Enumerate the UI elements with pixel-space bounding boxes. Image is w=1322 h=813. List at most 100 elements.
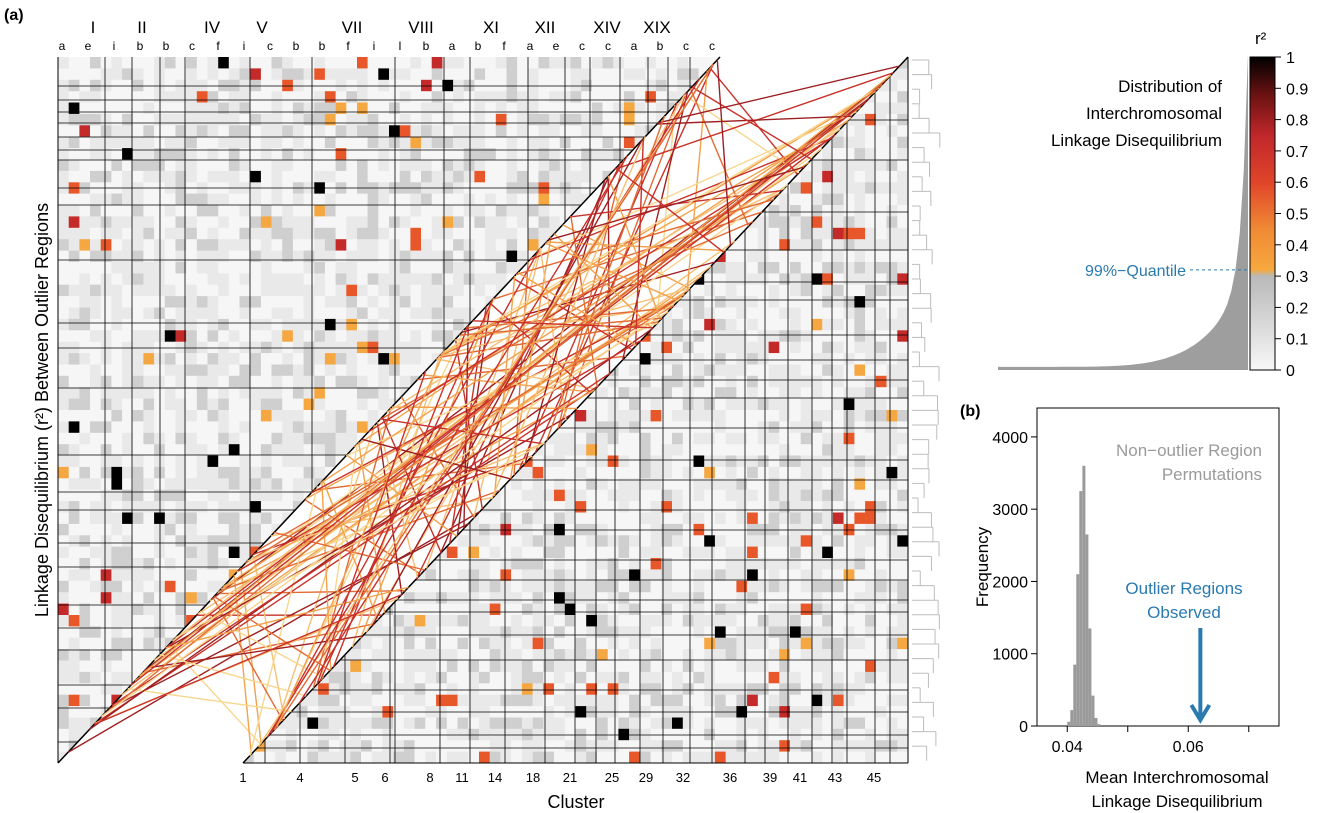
heatmap-cell [164, 387, 176, 399]
heatmap-cell [196, 398, 208, 411]
heatmap-cell [196, 57, 208, 69]
heatmap-cell [389, 227, 400, 240]
heatmap-cell [399, 68, 411, 81]
heatmap-cell [790, 125, 801, 137]
heatmap-cell [100, 489, 112, 502]
heatmap-cell [164, 102, 176, 115]
heatmap-cell [90, 227, 101, 240]
heatmap-cell [517, 250, 529, 263]
heatmap-cell [164, 148, 176, 160]
heatmap-cell [175, 523, 187, 536]
heatmap-cell [79, 466, 91, 479]
heatmap-cell [196, 728, 208, 741]
heatmap-cell [346, 273, 358, 286]
heatmap-cell [143, 466, 155, 479]
heatmap-cell [164, 421, 176, 434]
heatmap-cell [122, 216, 134, 229]
heatmap-cell [421, 273, 432, 286]
heatmap-cell [485, 193, 497, 206]
heatmap-cell [431, 307, 443, 320]
heatmap-cell [570, 91, 582, 103]
heatmap-cell [292, 318, 304, 331]
heatmap-cell [421, 57, 432, 69]
heatmap-cell [389, 296, 400, 308]
heatmap-cell [58, 364, 69, 377]
heatmap-cell [506, 159, 518, 172]
heatmap-cell [175, 239, 187, 251]
heatmap-cell [143, 216, 155, 229]
heatmap-cell [485, 136, 497, 149]
heatmap-cell [250, 227, 262, 240]
heatmap-cell [303, 239, 315, 251]
heatmap-cell [897, 102, 908, 115]
heatmap-cell [897, 239, 908, 251]
heatmap-cell [132, 478, 144, 490]
heatmap-cell [143, 558, 155, 570]
heatmap-cell [346, 159, 358, 172]
heatmap-cell [495, 91, 507, 103]
heatmap-cell [854, 239, 866, 251]
heatmap-cell [68, 683, 80, 695]
heatmap-cell [90, 307, 101, 320]
heatmap-cell [122, 410, 134, 422]
heatmap-cell [90, 239, 101, 251]
heatmap-cell [271, 318, 283, 331]
heatmap-cell [196, 523, 208, 536]
heatmap-cell [346, 193, 358, 206]
heatmap-cell [218, 751, 230, 763]
heatmap-cell [421, 227, 432, 240]
region-letter: l [399, 39, 402, 53]
heatmap-cell [602, 113, 614, 126]
heatmap-cell [164, 432, 176, 445]
heatmap-cell [474, 250, 486, 263]
heatmap-cell [196, 239, 208, 251]
heatmap-cell [292, 375, 304, 388]
heatmap-cell [698, 57, 710, 69]
heatmap-cell [122, 296, 134, 308]
heatmap-cell [389, 68, 400, 81]
heatmap-cell [346, 205, 358, 217]
heatmap-cell [79, 341, 91, 354]
heatmap-cell [90, 68, 101, 81]
heatmap-cell [538, 170, 550, 183]
heatmap-cell [282, 216, 294, 229]
heatmap-cell [538, 148, 550, 160]
heatmap-cell [111, 57, 123, 69]
heatmap-cell [79, 717, 91, 730]
heatmap-cell [453, 318, 465, 331]
heatmap-cell [58, 250, 69, 263]
heatmap-cell [228, 318, 240, 331]
heatmap-cell [357, 91, 368, 103]
heatmap-cell [506, 125, 518, 137]
heatmap-cell [357, 421, 368, 434]
heatmap-cell [865, 159, 877, 172]
heatmap-cell [260, 455, 272, 468]
heatmap-cell [122, 136, 134, 149]
heatmap-cell [122, 330, 134, 342]
heatmap-cell [335, 250, 347, 263]
heatmap-cell [399, 364, 411, 377]
heatmap-cell [389, 387, 400, 399]
heatmap-cell [271, 489, 283, 502]
heatmap-cell [100, 592, 112, 604]
heatmap-cell [260, 330, 272, 342]
heatmap-cell [186, 751, 198, 763]
heatmap-cell [527, 102, 539, 115]
heatmap-cell [314, 375, 326, 388]
heatmap-cell [442, 102, 454, 115]
region-letter: a [631, 39, 638, 53]
heatmap-cell [378, 159, 390, 172]
heatmap-cell [623, 113, 635, 126]
heatmap-cell [495, 170, 507, 183]
heatmap-cell [736, 79, 748, 92]
heatmap-cell [228, 410, 240, 422]
heatmap-cell [218, 421, 230, 434]
heatmap-cell [122, 649, 134, 661]
heatmap-cell [800, 239, 812, 251]
heatmap-cell [410, 193, 422, 206]
heatmap-cell [714, 68, 726, 81]
heatmap-cell [207, 546, 219, 559]
heatmap-cell [68, 466, 80, 479]
heatmap-cell [207, 478, 219, 490]
heatmap-cell [399, 262, 411, 274]
